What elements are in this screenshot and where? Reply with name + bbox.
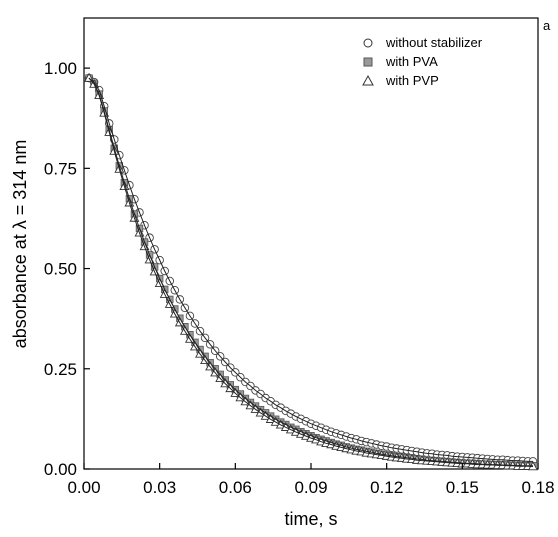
fit-line bbox=[88, 77, 534, 468]
x-tick-label: 0.12 bbox=[370, 478, 403, 497]
x-tick-label: 0.00 bbox=[67, 478, 100, 497]
fit-line bbox=[88, 77, 533, 462]
legend-item-without-stabilizer: without stabilizer bbox=[363, 35, 483, 50]
legend: without stabilizer with PVA with PVP bbox=[362, 35, 483, 88]
fit-line bbox=[88, 77, 533, 467]
legend-item-with-pva: with PVA bbox=[363, 54, 438, 69]
panel-label: a bbox=[543, 18, 551, 33]
legend-label: with PVA bbox=[385, 54, 438, 69]
data-marks bbox=[84, 72, 538, 471]
y-tick-label: 0.00 bbox=[44, 460, 77, 479]
x-tick-label: 0.03 bbox=[143, 478, 176, 497]
x-axis-ticks: 0.00 0.03 0.06 0.09 0.12 0.15 0.18 bbox=[67, 463, 555, 497]
y-axis-title: absorbance at λ = 314 nm bbox=[10, 140, 30, 349]
x-axis-title: time, s bbox=[284, 509, 337, 529]
x-tick-label: 0.09 bbox=[294, 478, 327, 497]
legend-marker-triangle bbox=[362, 74, 374, 86]
y-tick-label: 0.50 bbox=[44, 260, 77, 279]
legend-marker-square bbox=[363, 57, 373, 67]
y-axis-ticks: 0.00 0.25 0.50 0.75 1.00 bbox=[44, 59, 90, 479]
legend-marker-circle bbox=[363, 38, 373, 48]
legend-item-with-pvp: with PVP bbox=[362, 73, 439, 88]
x-tick-label: 0.15 bbox=[446, 478, 479, 497]
y-tick-label: 0.25 bbox=[44, 360, 77, 379]
y-tick-label: 1.00 bbox=[44, 59, 77, 78]
fit-lines bbox=[88, 77, 534, 468]
x-tick-label: 0.18 bbox=[521, 478, 554, 497]
legend-label: without stabilizer bbox=[385, 35, 483, 50]
y-tick-label: 0.75 bbox=[44, 159, 77, 178]
legend-label: with PVP bbox=[385, 73, 439, 88]
x-tick-label: 0.06 bbox=[219, 478, 252, 497]
